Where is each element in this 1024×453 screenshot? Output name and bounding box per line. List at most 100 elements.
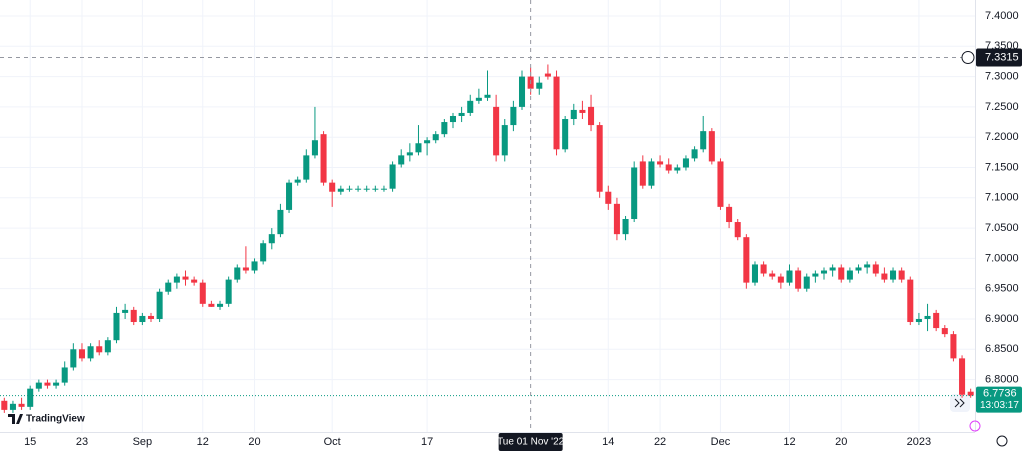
candle-body bbox=[217, 303, 224, 307]
candle-body bbox=[415, 143, 422, 153]
crosshair-price-label: 7.3315 bbox=[985, 51, 1019, 63]
candle-body bbox=[139, 315, 146, 323]
last-price-box bbox=[976, 386, 1022, 413]
candle-body bbox=[122, 309, 129, 313]
y-tick-label: 7.1500 bbox=[985, 161, 1019, 173]
candle-body bbox=[277, 209, 284, 235]
candle-body bbox=[355, 188, 362, 190]
y-tick-label: 7.0500 bbox=[985, 222, 1019, 234]
candle-body bbox=[708, 131, 715, 162]
candle-body bbox=[242, 267, 249, 271]
candle-body bbox=[915, 318, 922, 323]
candle-body bbox=[613, 203, 620, 235]
x-tick-label: 20 bbox=[835, 436, 847, 448]
candle-body bbox=[734, 222, 741, 238]
candle-body bbox=[510, 106, 517, 126]
candle-body bbox=[691, 149, 698, 159]
candle-body bbox=[53, 382, 60, 386]
candle-body bbox=[165, 282, 172, 292]
logo[interactable]: TradingView bbox=[4, 410, 85, 428]
candle-body bbox=[234, 267, 241, 280]
scroll-button[interactable] bbox=[950, 394, 970, 412]
y-tick-label: 7.2000 bbox=[985, 131, 1019, 143]
candle-body bbox=[967, 391, 974, 396]
candle-body bbox=[156, 291, 163, 319]
candle-body bbox=[846, 270, 853, 280]
events-icon[interactable] bbox=[969, 420, 981, 432]
candle-body bbox=[760, 264, 767, 274]
candle-body bbox=[890, 270, 897, 280]
x-tick-label: 23 bbox=[76, 436, 88, 448]
candle-body bbox=[751, 264, 758, 283]
candle-body bbox=[622, 218, 629, 235]
candle-body bbox=[44, 382, 51, 386]
candle-body bbox=[700, 131, 707, 150]
candle-body bbox=[182, 276, 189, 280]
candle-body bbox=[432, 134, 439, 141]
x-tick-label: Dec bbox=[711, 436, 731, 448]
candle-body bbox=[872, 264, 879, 274]
candle-body bbox=[812, 273, 819, 277]
candle-body bbox=[363, 188, 370, 190]
candle-body bbox=[441, 122, 448, 135]
candle-body bbox=[838, 267, 845, 280]
candle-body bbox=[9, 403, 16, 410]
candle-body bbox=[777, 276, 784, 283]
candle-body bbox=[959, 358, 966, 395]
logo-icon bbox=[8, 414, 23, 424]
candle-body bbox=[933, 312, 940, 329]
candle-body bbox=[320, 134, 327, 183]
candle-body bbox=[898, 270, 905, 280]
candle-body bbox=[648, 161, 655, 186]
candle-body bbox=[104, 340, 111, 353]
candle-body bbox=[743, 237, 750, 283]
candle-body bbox=[260, 243, 267, 262]
candle-body bbox=[337, 188, 344, 192]
crosshair-date-box bbox=[498, 433, 563, 451]
candle-body bbox=[191, 279, 198, 283]
candle-body bbox=[639, 161, 646, 186]
candle-body bbox=[208, 303, 215, 307]
candle-body bbox=[631, 167, 638, 219]
candle-body bbox=[665, 164, 672, 171]
candle-body bbox=[769, 273, 776, 277]
add-alert-button[interactable] bbox=[961, 51, 975, 65]
y-tick-label: 6.9500 bbox=[985, 283, 1019, 295]
button-bg bbox=[950, 394, 970, 412]
candle-body bbox=[199, 282, 206, 304]
candle-body bbox=[518, 76, 526, 107]
candle-body bbox=[864, 264, 871, 268]
candle-body bbox=[458, 112, 465, 116]
candle-body bbox=[829, 267, 836, 271]
y-tick-label: 6.9000 bbox=[985, 313, 1019, 325]
candle-body bbox=[294, 179, 301, 183]
candle-body bbox=[820, 270, 828, 274]
x-tick-label: Sep bbox=[133, 436, 153, 448]
candle-body bbox=[372, 188, 379, 190]
candle-body bbox=[941, 328, 948, 335]
candle-body bbox=[303, 155, 310, 180]
candle-body bbox=[544, 73, 551, 77]
settings-icon[interactable] bbox=[996, 435, 1008, 447]
candle-body bbox=[881, 273, 888, 280]
y-tick-label: 7.3000 bbox=[985, 71, 1019, 83]
candle-body bbox=[596, 125, 603, 192]
candle-body bbox=[536, 82, 543, 89]
candle-body bbox=[786, 270, 793, 283]
candle-body bbox=[924, 315, 931, 319]
candle-body bbox=[467, 100, 474, 113]
candle-body bbox=[501, 125, 508, 156]
candle-body bbox=[147, 315, 155, 319]
candle-body bbox=[173, 276, 180, 283]
candle-body bbox=[803, 276, 810, 289]
candle-body bbox=[380, 188, 387, 190]
candle-body bbox=[27, 388, 34, 407]
candle-body bbox=[795, 270, 802, 289]
candle-body bbox=[251, 261, 258, 271]
candle-body bbox=[346, 188, 353, 190]
candle-body bbox=[87, 346, 94, 359]
candle-body bbox=[70, 349, 77, 368]
candle-body bbox=[605, 191, 612, 204]
